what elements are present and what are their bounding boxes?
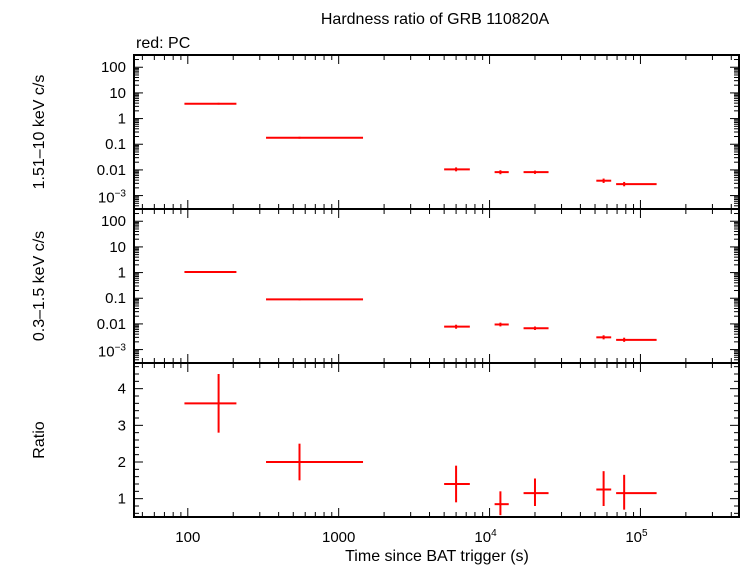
- axes-layer: 100 10 1 0.1 0.01 10−3 1.51–10 keV c/s 100 10 1 0.…: [31, 54, 740, 546]
- panel-hard: 100 10 1 0.1 0.01 10−3 1.51–10 keV c/s: [31, 54, 740, 210]
- y-tick-label: 0.1: [105, 290, 126, 307]
- data-point: [616, 337, 657, 342]
- x-tick-label: 105: [625, 528, 648, 546]
- x-axis-label: Time since BAT trigger (s): [345, 548, 529, 565]
- y-tick-label: 10: [109, 85, 126, 102]
- y-axis-label: 0.3–1.5 keV c/s: [31, 231, 48, 341]
- data-point: [184, 102, 237, 105]
- data-point: [494, 491, 509, 516]
- y-tick-label: 2: [118, 454, 126, 471]
- data-point: [616, 474, 657, 510]
- data-point: [596, 471, 612, 506]
- y-tick-label: 0.01: [97, 162, 126, 179]
- y-axis-label: 1.51–10 keV c/s: [31, 75, 48, 190]
- data-point: [494, 322, 509, 327]
- data-point: [184, 271, 237, 274]
- x-tick-label: 104: [474, 528, 497, 546]
- data-point: [596, 335, 612, 340]
- y-tick-label: 3: [118, 417, 126, 434]
- data-point: [523, 478, 549, 506]
- chart-title: Hardness ratio of GRB 110820A: [321, 11, 550, 28]
- y-tick-label: 10: [109, 239, 126, 256]
- data-point: [444, 167, 470, 172]
- y-tick-label: 4: [118, 381, 126, 398]
- y-tick-label: 10−3: [98, 189, 127, 207]
- y-tick-label: 0.01: [97, 316, 126, 333]
- panel-frame: [133, 54, 740, 210]
- x-tick-label: 1000: [322, 529, 355, 546]
- y-tick-label: 100: [101, 59, 126, 76]
- data-point: [444, 465, 470, 503]
- y-tick-label: 0.1: [105, 136, 126, 153]
- y-tick-label: 1: [118, 111, 126, 128]
- data-point: [523, 326, 549, 330]
- y-tick-label: 100: [101, 213, 126, 230]
- data-layer: [184, 102, 657, 516]
- data-point: [596, 178, 612, 183]
- y-tick-label: 1: [118, 491, 126, 508]
- data-point: [616, 181, 657, 187]
- y-tick-label: 10−3: [98, 343, 127, 361]
- y-tick-label: 1: [118, 265, 126, 282]
- x-tick-label: 100: [175, 529, 200, 546]
- data-point: [266, 136, 364, 139]
- panel-ratio: 1 2 3 4 Ratio: [31, 362, 740, 518]
- data-point: [494, 170, 509, 175]
- data-point: [184, 374, 237, 433]
- data-point: [266, 298, 364, 301]
- data-point: [266, 443, 364, 481]
- legend-label: red: PC: [136, 35, 190, 52]
- data-point: [444, 324, 470, 329]
- y-axis-label: Ratio: [31, 421, 48, 458]
- data-point: [523, 170, 549, 174]
